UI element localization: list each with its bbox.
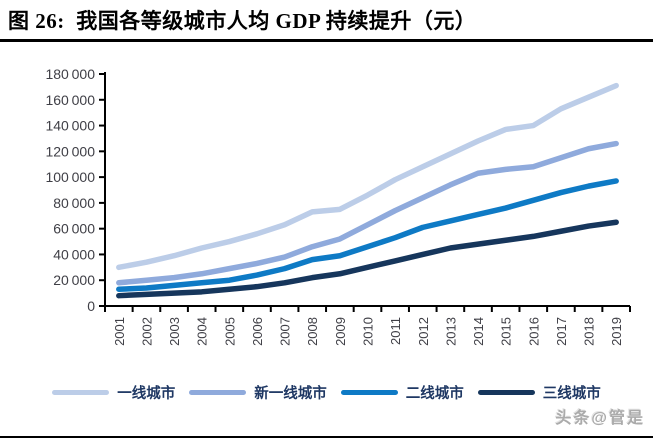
y-axis-label: 40 000 <box>53 246 95 262</box>
legend-label: 新一线城市 <box>254 386 327 402</box>
y-axis-label: 80 000 <box>53 195 95 211</box>
x-axis-label: 2003 <box>167 317 182 346</box>
x-axis-label: 2009 <box>333 317 348 346</box>
figure-title: 图 26: 我国各等级城市人均 GDP 持续提升（元） <box>8 9 477 33</box>
series-line-tier-2 <box>116 140 619 286</box>
legend-label: 一线城市 <box>117 386 176 402</box>
x-axis-label: 2014 <box>471 317 486 346</box>
x-axis-label: 2002 <box>139 317 154 346</box>
y-axis-label: 160 000 <box>45 92 95 108</box>
series-line-tier-3 <box>116 178 619 292</box>
legend-label: 二线城市 <box>405 386 464 402</box>
x-axis-label: 2018 <box>582 317 597 346</box>
x-axis-label: 2001 <box>112 317 127 346</box>
x-axis-label: 2005 <box>222 317 237 346</box>
x-axis-label: 2007 <box>278 317 293 346</box>
x-axis-label: 2017 <box>554 317 569 346</box>
x-axis-label: 2015 <box>499 317 514 346</box>
y-axis-label: 0 <box>87 298 95 314</box>
legend-item-2: 新一线城市 <box>189 382 327 403</box>
series-line-tier-4 <box>116 219 619 299</box>
legend-swatch-1 <box>52 390 110 395</box>
y-axis-label: 60 000 <box>53 221 95 237</box>
x-axis-label: 2012 <box>416 317 431 346</box>
title-separator-line <box>0 39 653 42</box>
legend-item-1: 一线城市 <box>52 382 175 403</box>
legend-item-3: 二线城市 <box>340 382 464 403</box>
x-axis-label: 2013 <box>443 317 458 346</box>
x-axis-label: 2011 <box>388 317 403 345</box>
x-axis-label: 2004 <box>195 317 210 346</box>
legend-swatch-3 <box>340 390 398 395</box>
x-axis-label: 2006 <box>250 317 265 346</box>
chart-legend: 一线城市 新一线城市 二线城市 三线城市 <box>0 382 653 403</box>
y-axis-label: 180 000 <box>45 66 95 82</box>
x-axis-label: 2010 <box>361 317 376 346</box>
y-axis-label: 20 000 <box>53 272 95 288</box>
watermark-text: 头条@管是 <box>555 410 645 427</box>
x-axis-label: 2008 <box>305 317 320 346</box>
x-axis-label: 2019 <box>609 317 624 346</box>
y-axis-label: 140 000 <box>45 118 95 134</box>
series-line-tier-1 <box>116 82 619 271</box>
x-axis-label: 2016 <box>526 317 541 346</box>
y-axis-label: 100 000 <box>45 169 95 185</box>
legend-swatch-4 <box>477 390 535 395</box>
legend-label: 三线城市 <box>542 386 601 402</box>
legend-item-4: 三线城市 <box>477 382 601 403</box>
legend-swatch-2 <box>189 390 247 395</box>
y-axis-label: 120 000 <box>45 143 95 159</box>
figure-bottom-border <box>0 436 653 438</box>
